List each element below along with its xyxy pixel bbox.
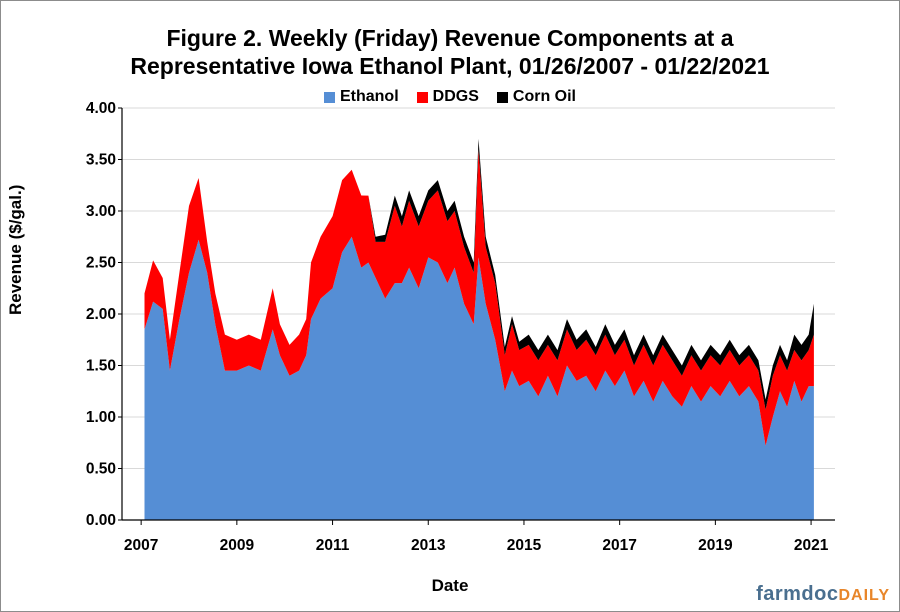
legend-label-ethanol: Ethanol (339, 88, 399, 105)
legend-item-corn-oil: Corn Oil (496, 88, 576, 106)
x-tick-label: 2009 (220, 537, 255, 554)
chart-title-line2: Representative Iowa Ethanol Plant, 01/26… (130, 53, 770, 79)
area-ddgs (144, 149, 814, 446)
legend-item-ethanol: Ethanol (323, 88, 399, 106)
x-tick-label: 2017 (602, 537, 636, 554)
brand-sub: DAILY (838, 587, 890, 604)
legend-swatch-ddgs (416, 91, 428, 103)
y-tick-label: 2.00 (86, 306, 116, 323)
y-tick-label: 1.50 (86, 358, 116, 375)
y-tick-label: 0.00 (86, 512, 116, 529)
legend-label-corn-oil: Corn Oil (512, 88, 576, 105)
legend-swatch-ethanol (323, 91, 335, 103)
y-tick-label: 4.00 (86, 100, 116, 117)
brand-main: farmdoc (756, 583, 839, 605)
y-tick-label: 3.00 (86, 203, 116, 220)
x-tick-label: 2015 (507, 537, 542, 554)
x-axis-label: Date (431, 576, 469, 595)
area-corn-oil (144, 138, 814, 410)
y-tick-label: 3.50 (86, 152, 116, 169)
x-tick-label: 2013 (411, 537, 446, 554)
legend-item-ddgs: DDGS (416, 88, 479, 106)
chart-title-line1: Figure 2. Weekly (Friday) Revenue Compon… (166, 25, 734, 51)
y-tick-label: 2.50 (86, 255, 116, 272)
y-tick-label: 1.00 (86, 409, 116, 426)
legend-label-ddgs: DDGS (432, 88, 479, 105)
axes (118, 107, 835, 525)
brand-logo: farmdocDAILY (756, 583, 890, 606)
x-tick-label: 2011 (316, 537, 350, 554)
legend-swatch-corn-oil (496, 91, 508, 103)
x-tick-labels: 2007 2009 2011 2013 2015 2017 2019 2021 (124, 537, 829, 554)
x-tick-label: 2019 (698, 537, 733, 554)
y-tick-labels: 0.00 0.50 1.00 1.50 2.00 2.50 3.00 3.50 4.00 (86, 100, 116, 529)
area-ethanol (144, 236, 814, 521)
legend: Ethanol DDGS Corn Oil (0, 88, 900, 106)
area-series (144, 138, 814, 521)
y-tick-label: 0.50 (86, 461, 116, 478)
x-tick-label: 2007 (124, 537, 158, 554)
x-tick-label: 2021 (794, 537, 829, 554)
